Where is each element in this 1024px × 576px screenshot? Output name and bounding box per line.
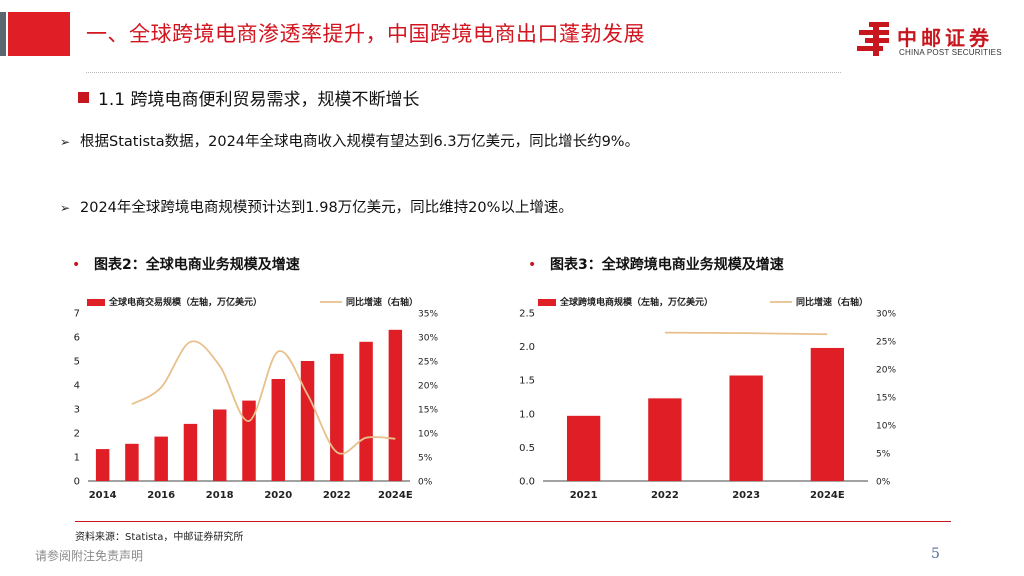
y-tick-label: 3 <box>74 405 80 416</box>
x-tick-label: 2022 <box>323 490 351 501</box>
y2-tick-label: 35% <box>418 310 438 320</box>
y-tick-label: 1.0 <box>519 409 535 420</box>
logo-english-name: CHINA POST SECURITIES <box>899 48 1002 57</box>
growth-line <box>131 340 396 455</box>
bar <box>566 415 601 481</box>
x-tick-label: 2020 <box>264 490 292 501</box>
y-tick-label: 0 <box>74 477 80 488</box>
y-tick-label: 2 <box>74 429 80 440</box>
y-tick-label: 7 <box>74 309 80 320</box>
y-tick-label: 4 <box>74 381 80 392</box>
y-tick-label: 6 <box>74 333 80 344</box>
x-tick-label: 2023 <box>732 490 760 501</box>
section-heading: 1.1 跨境电商便利贸易需求，规模不断增长 <box>78 85 419 110</box>
header-red-bar <box>8 12 70 56</box>
arrow-bullet-icon: ➢ <box>60 135 71 149</box>
bar <box>183 423 198 481</box>
y-tick-label: 1.5 <box>519 376 535 387</box>
x-tick-label: 2018 <box>206 490 234 501</box>
chart-title-text: 图表2：全球电商业务规模及增速 <box>94 257 300 273</box>
y-tick-label: 0.5 <box>519 443 535 454</box>
y2-tick-label: 20% <box>876 366 896 376</box>
x-tick-label: 2022 <box>651 490 679 501</box>
arrow-bullet-icon: ➢ <box>60 201 71 215</box>
source-note: 资料来源：Statista，中邮证券研究所 <box>75 532 244 543</box>
china-post-logo-icon <box>857 22 889 56</box>
company-logo: 中邮证券 CHINA POST SECURITIES <box>855 20 1015 60</box>
legend-bar-swatch <box>538 299 556 306</box>
y2-tick-label: 20% <box>418 382 438 392</box>
header-gray-bar <box>0 12 6 56</box>
bar <box>300 361 315 481</box>
bar <box>648 398 682 481</box>
y-tick-label: 2.5 <box>519 309 535 320</box>
bullet-text: 根据Statista数据，2024年全球电商收入规模有望达到6.3万亿美元，同比… <box>80 134 640 150</box>
y2-tick-label: 5% <box>418 454 433 464</box>
y2-tick-label: 5% <box>876 450 891 460</box>
bar <box>359 341 373 481</box>
cross-border-ecommerce-chart: 0.0 0.5 1.0 1.5 2.0 2.5 0% 5% 10% 15% 20% 25% 30% 202… <box>519 296 896 501</box>
bar <box>810 347 845 481</box>
global-ecommerce-chart: 0 1 2 3 4 5 6 7 0% 5% 10% 15% 20% 25% 30% 35% 2014 2016 20… <box>74 296 439 501</box>
bullet-item: ➢ 2024年全球跨境电商规模预计达到1.98万亿美元，同比维持20%以上增速。 <box>60 196 573 217</box>
growth-line <box>664 331 828 336</box>
y-tick-label: 5 <box>74 357 80 368</box>
y2-tick-label: 0% <box>876 478 891 488</box>
bar <box>154 436 168 481</box>
y2-tick-label: 30% <box>876 310 896 320</box>
y2-tick-label: 15% <box>418 406 438 416</box>
y2-tick-label: 25% <box>876 338 896 348</box>
y2-tick-label: 0% <box>418 478 433 488</box>
bullet-text: 2024年全球跨境电商规模预计达到1.98万亿美元，同比维持20%以上增速。 <box>80 200 573 216</box>
y2-tick-label: 10% <box>418 430 438 440</box>
y2-tick-label: 15% <box>876 394 896 404</box>
footer-divider <box>75 521 951 522</box>
legend-bar-swatch <box>87 299 105 306</box>
bar <box>330 353 344 481</box>
disclaimer: 请参阅附注免责声明 <box>35 549 144 563</box>
dot-bullet-icon: • <box>528 257 537 273</box>
bar <box>125 443 139 481</box>
x-tick-label: 2021 <box>570 490 598 501</box>
y-tick-label: 1 <box>74 453 80 464</box>
y2-tick-label: 25% <box>418 358 438 368</box>
section-label: 1.1 跨境电商便利贸易需求，规模不断增长 <box>98 90 420 110</box>
square-bullet-icon <box>78 92 89 103</box>
x-tick-label: 2024E <box>378 490 413 501</box>
dot-bullet-icon: • <box>72 257 81 273</box>
bullet-item: ➢ 根据Statista数据，2024年全球电商收入规模有望达到6.3万亿美元，同… <box>60 130 639 151</box>
header-divider <box>86 72 841 73</box>
chart-title: • 图表3：全球跨境电商业务规模及增速 <box>528 254 784 274</box>
legend-bar-label: 全球电商交易规模（左轴，万亿美元） <box>108 296 262 308</box>
bar <box>242 400 256 481</box>
y-tick-label: 2.0 <box>519 342 535 353</box>
legend-line-label: 同比增速（右轴） <box>346 296 418 308</box>
bar <box>95 449 110 481</box>
bar <box>212 409 227 481</box>
x-tick-label: 2016 <box>147 490 175 501</box>
chart-title: • 图表2：全球电商业务规模及增速 <box>72 254 300 274</box>
x-tick-label: 2024E <box>810 490 845 501</box>
bar <box>271 379 286 481</box>
bar <box>729 375 763 481</box>
legend-line-label: 同比增速（右轴） <box>796 296 868 308</box>
x-tick-label: 2014 <box>89 490 117 501</box>
chart-title-text: 图表3：全球跨境电商业务规模及增速 <box>550 257 784 273</box>
page-title: 一、全球跨境电商渗透率提升，中国跨境电商出口蓬勃发展 <box>86 22 645 46</box>
bar <box>388 329 403 481</box>
logo-name: 中邮证券 <box>897 26 993 50</box>
page-number: 5 <box>931 546 940 562</box>
legend-bar-label: 全球跨境电商规模（左轴，万亿美元） <box>559 296 713 308</box>
y-tick-label: 0.0 <box>519 477 535 488</box>
y2-tick-label: 30% <box>418 334 438 344</box>
y2-tick-label: 10% <box>876 422 896 432</box>
